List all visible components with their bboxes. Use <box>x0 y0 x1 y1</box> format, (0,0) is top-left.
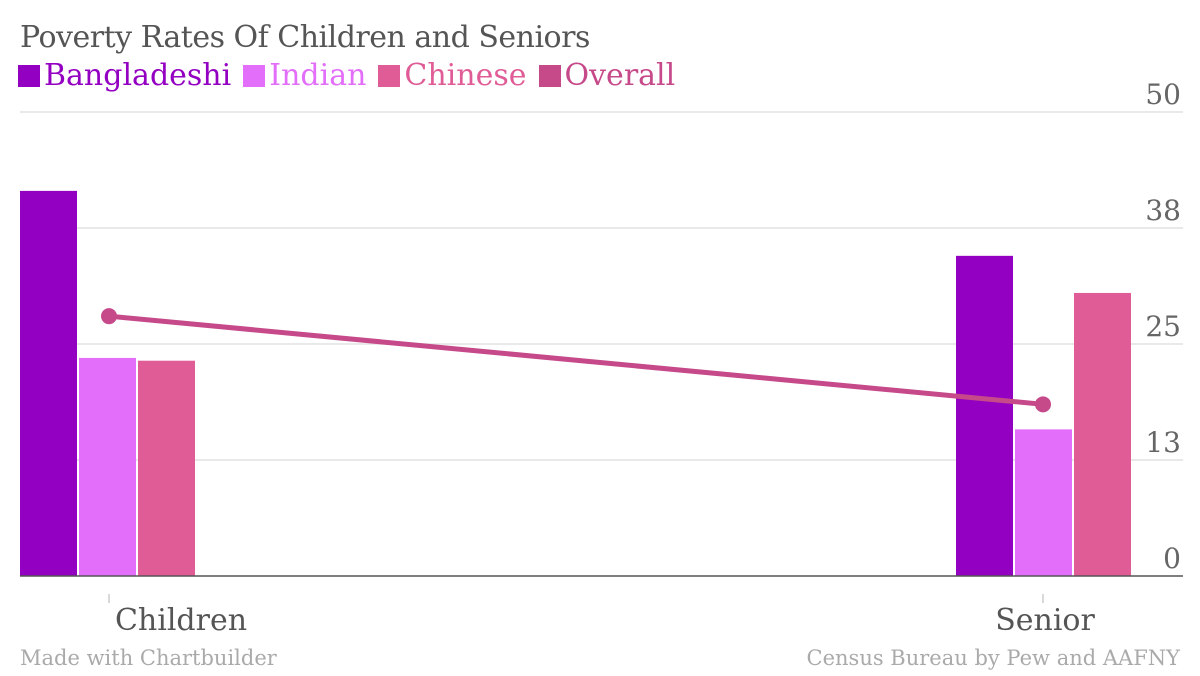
line-point <box>1035 396 1051 413</box>
bar <box>956 255 1013 576</box>
y-tick-label: 38 <box>1145 194 1181 227</box>
y-tick-label: 50 <box>1145 78 1181 111</box>
legend-label: Bangladeshi <box>44 58 232 93</box>
bar <box>1074 292 1131 576</box>
legend-item: Indian <box>243 58 366 93</box>
bar <box>1015 429 1072 576</box>
bar <box>79 357 136 576</box>
y-tick-label: 0 <box>1163 542 1181 575</box>
line-point <box>101 308 117 325</box>
bar <box>138 360 195 576</box>
legend-label: Chinese <box>404 58 527 93</box>
footer-source: Census Bureau by Pew and AAFNY <box>806 646 1180 670</box>
footer-credit: Made with Chartbuilder <box>20 646 277 670</box>
series-line-overall <box>108 313 1044 407</box>
chart-title: Poverty Rates Of Children and Seniors <box>20 20 590 55</box>
x-tick-label: Children <box>115 603 247 638</box>
bar <box>20 190 77 576</box>
legend-label: Indian <box>269 58 367 93</box>
legend-item: Chinese <box>378 58 527 93</box>
y-tick-label: 25 <box>1145 310 1181 343</box>
y-tick-label: 13 <box>1145 426 1181 459</box>
legend-swatch <box>18 64 40 87</box>
legend-swatch <box>378 64 401 87</box>
x-tick-label: Senior <box>995 603 1095 638</box>
legend-label: Overall <box>564 58 676 93</box>
legend-item: Bangladeshi <box>18 58 231 93</box>
legend-swatch <box>538 64 561 87</box>
legend-swatch <box>243 64 266 87</box>
legend-item: Overall <box>538 58 676 93</box>
legend: Bangladeshi Indian Chinese Overall <box>18 58 675 93</box>
